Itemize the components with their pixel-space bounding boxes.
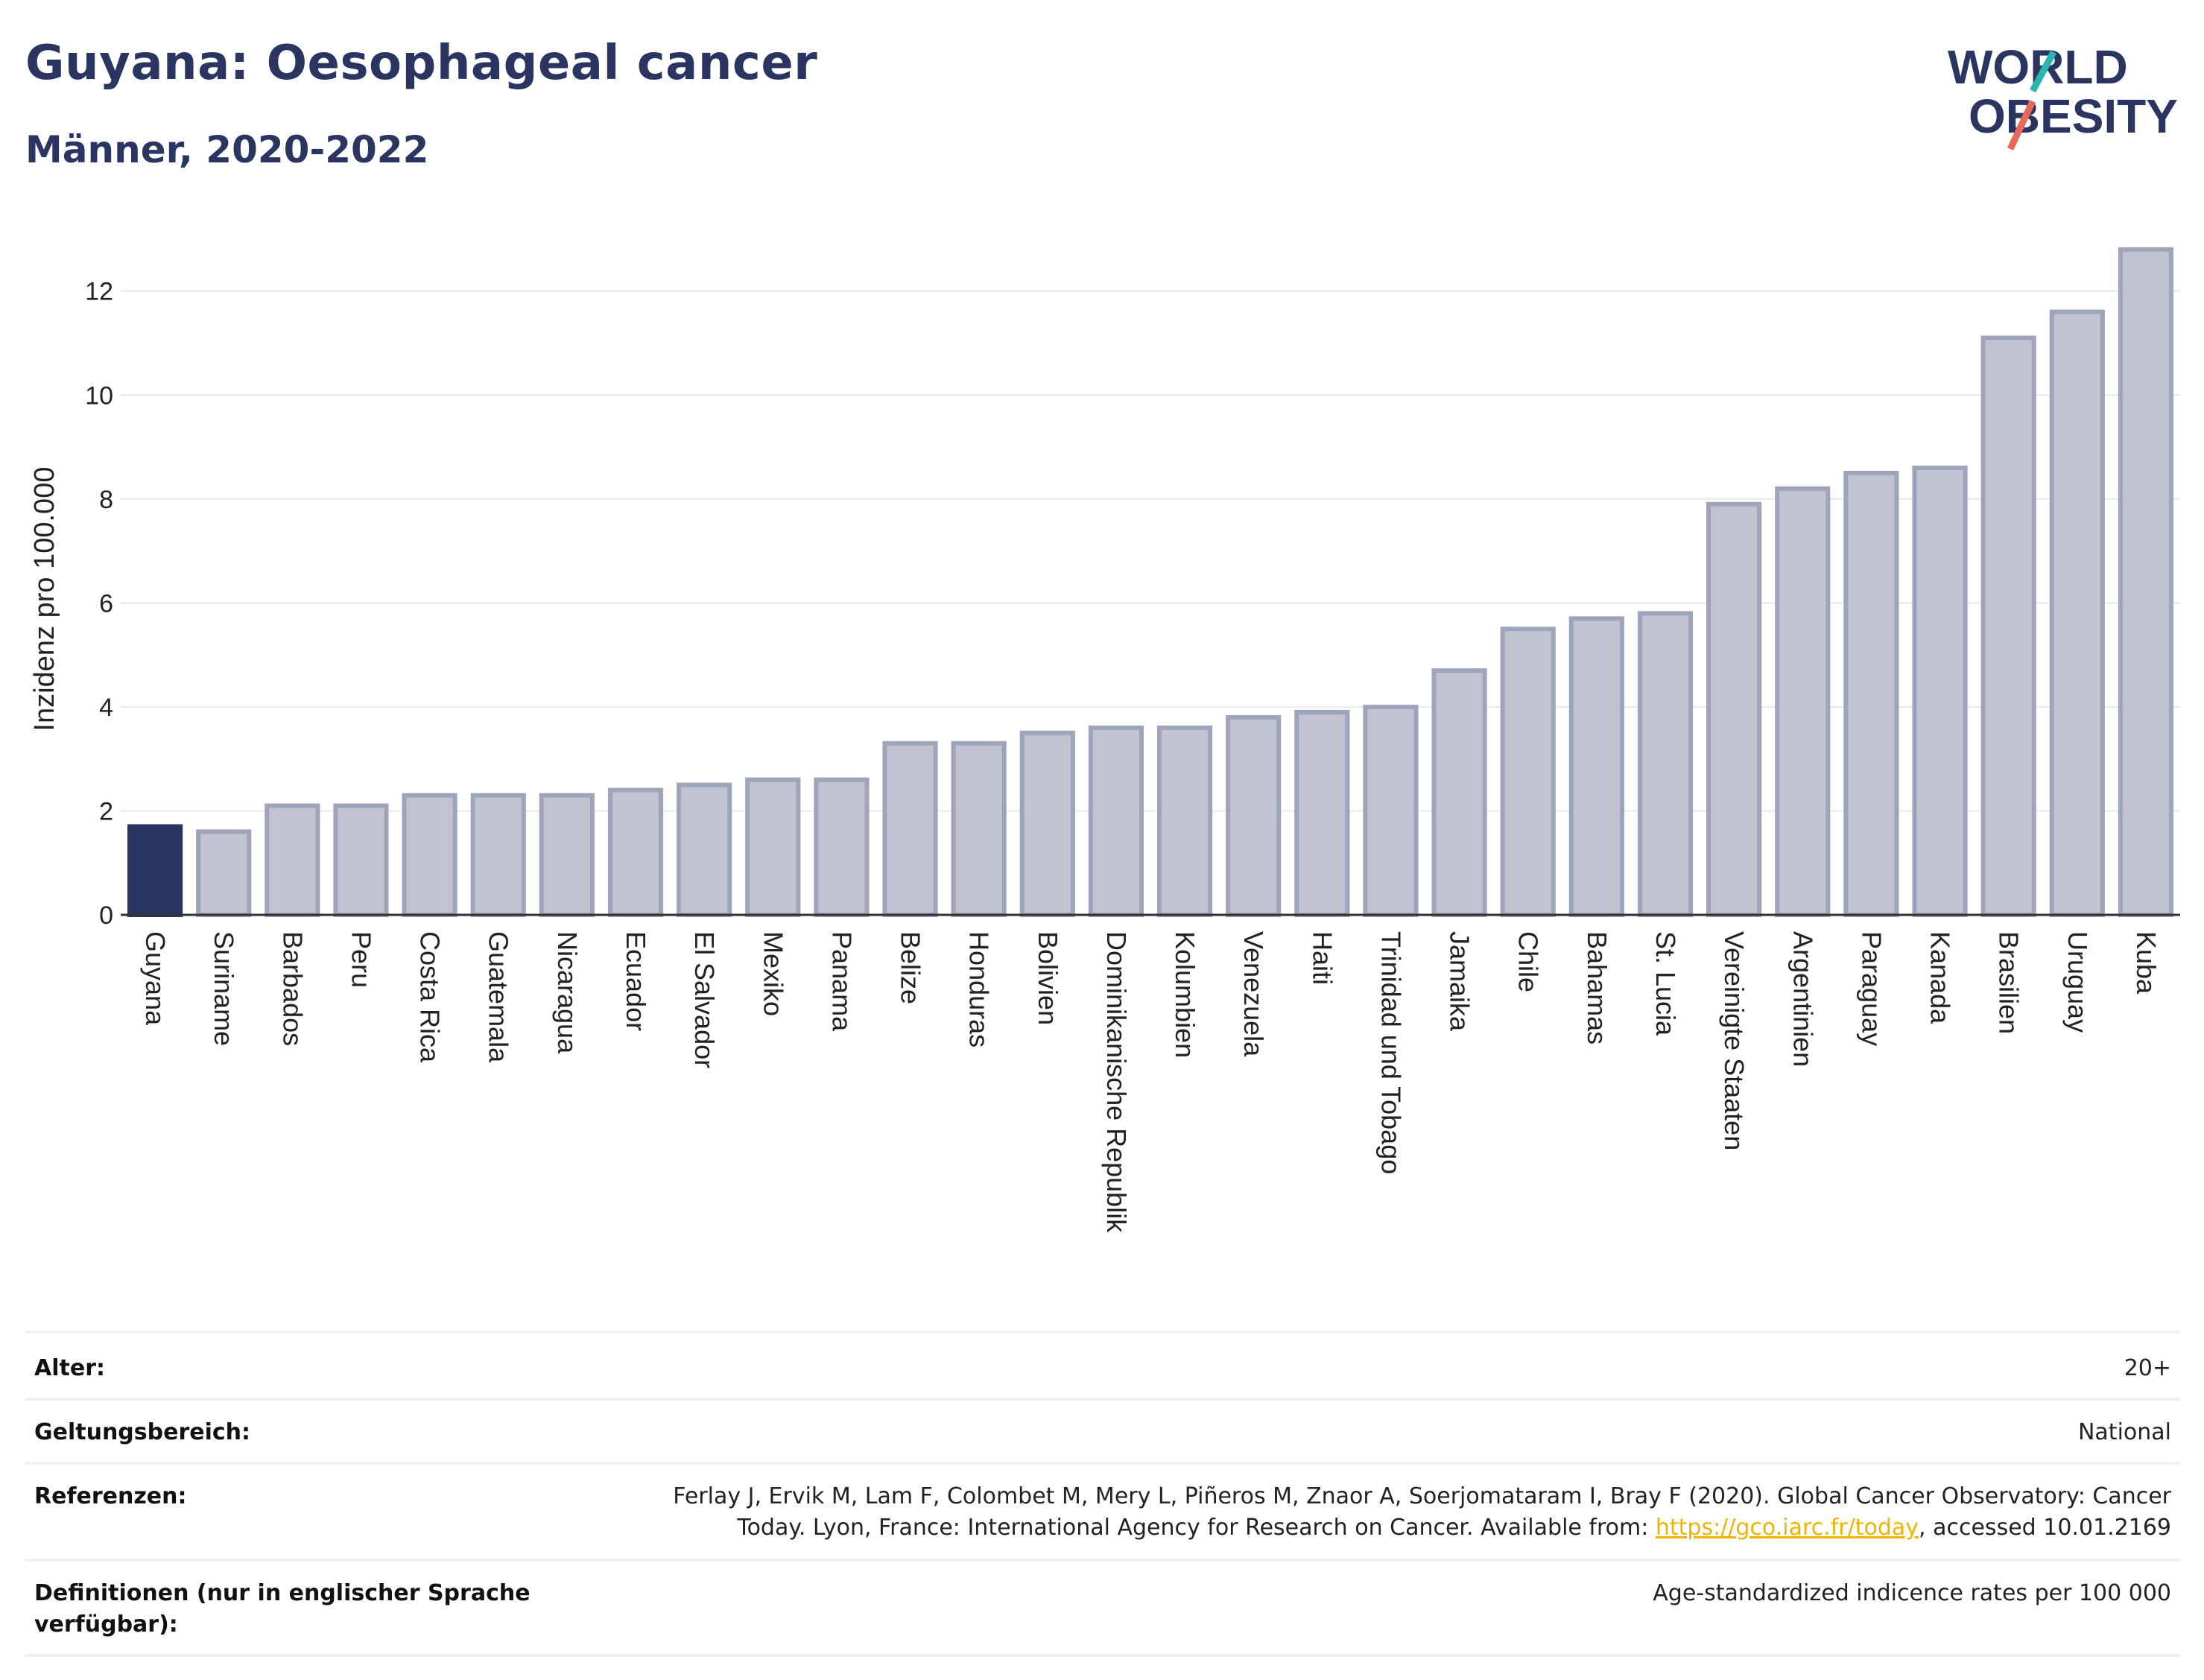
x-tick-label: Chile — [1513, 931, 1544, 992]
x-tick-label: Suriname — [209, 931, 239, 1046]
bar-el-salvador — [677, 782, 732, 918]
bar-venezuela — [1226, 714, 1282, 917]
x-tick-label: Ecuador — [621, 931, 651, 1031]
x-tick-labels: Guyana Suriname Barbados Peru Costa Rica Guat… — [140, 931, 2162, 1233]
x-tick-label: Panama — [826, 931, 857, 1032]
bar-belize — [882, 741, 938, 918]
x-tick-label: Trinidad und Tobago — [1375, 931, 1406, 1174]
x-tick-label: Barbados — [277, 931, 308, 1046]
info-row-definitions: Definitionen (nur in englischer Sprache … — [25, 1559, 2180, 1657]
bar-st-lucia — [1637, 611, 1694, 918]
y-tick-label: 10 — [85, 381, 113, 410]
bar-honduras — [951, 741, 1007, 918]
bar-jamaika — [1431, 668, 1487, 918]
bar-barbados — [265, 803, 320, 917]
reference-accessed: , accessed 10.01.2169 — [1919, 1515, 2171, 1541]
x-tick-label: Kuba — [2131, 931, 2162, 995]
x-tick-label: Guyana — [140, 931, 171, 1026]
bar-brasilien — [1980, 335, 2036, 917]
info-label-scope: Geltungsbereich: — [34, 1419, 251, 1445]
bar-dominikanische-republik — [1088, 725, 1144, 917]
bar-nicaragua — [539, 793, 595, 917]
x-tick-label: Paraguay — [1856, 931, 1887, 1046]
logo-slash-teal — [2030, 50, 2056, 93]
bar-guyana — [127, 824, 183, 917]
bar-trinidad-und-tobago — [1363, 704, 1419, 918]
bar-ecuador — [607, 787, 664, 918]
logo-slash-red — [2007, 100, 2036, 150]
bar-haiti — [1294, 709, 1350, 917]
info-row-scope: Geltungsbereich: National — [25, 1398, 2180, 1462]
bar-guatemala — [470, 793, 526, 917]
x-tick-label: Belize — [896, 931, 926, 1004]
x-tick-label: Jamaika — [1445, 931, 1475, 1032]
bars — [127, 247, 2174, 918]
bar-panama — [814, 777, 870, 917]
x-tick-label: Guatemala — [484, 931, 514, 1063]
info-label-references: Referenzen: — [34, 1483, 187, 1509]
y-tick-label: 6 — [99, 589, 113, 618]
x-tick-label: Costa Rica — [415, 931, 446, 1063]
y-tick-label: 2 — [99, 797, 113, 825]
x-tick-label: Brasilien — [1994, 931, 2024, 1034]
x-tick-label: Honduras — [964, 931, 995, 1047]
x-tick-label: El Salvador — [689, 931, 720, 1068]
x-tick-label: Vereinigte Staaten — [1719, 931, 1749, 1150]
info-label-age: Alter: — [34, 1355, 105, 1381]
bar-kuba — [2118, 247, 2174, 917]
bar-mexiko — [745, 777, 801, 917]
chart-subtitle: Männer, 2020-2022 — [25, 128, 429, 171]
reference-text: Ferlay J, Ervik M, Lam F, Colombet M, Me… — [673, 1483, 2171, 1541]
bar-chart: 0 2 4 6 8 10 12 Guyana Suriname Barbados Peru Cost… — [29, 247, 2180, 1233]
bar-argentinien — [1775, 486, 1831, 917]
chart-title: Guyana: Oesophageal cancer — [25, 36, 818, 91]
x-tick-label: Haiti — [1307, 931, 1337, 985]
info-value-scope: National — [2077, 1419, 2171, 1445]
info-table: Alter: 20+ Geltungsbereich: National Ref… — [25, 1331, 2180, 1657]
bar-kanada — [1912, 465, 1968, 917]
bar-chile — [1500, 627, 1556, 917]
y-tick-labels: 0 2 4 6 8 10 12 — [85, 278, 113, 930]
info-row-references: Referenzen: Ferlay J, Ervik M, Lam F, Co… — [25, 1462, 2180, 1559]
info-value-age: 20+ — [2124, 1355, 2171, 1381]
logo-text-obesity: OBESITY — [1969, 89, 2178, 143]
x-tick-label: Bahamas — [1582, 931, 1612, 1045]
reference-link[interactable]: https://gco.iarc.fr/today — [1655, 1515, 1919, 1541]
bar-peru — [333, 803, 389, 917]
x-tick-label: St. Lucia — [1650, 931, 1681, 1036]
x-tick-label: Kolumbien — [1170, 931, 1200, 1058]
x-tick-label: Bolivien — [1033, 931, 1063, 1025]
x-tick-label: Uruguay — [2062, 931, 2093, 1033]
y-tick-label: 8 — [99, 486, 113, 514]
x-tick-label: Venezuela — [1238, 931, 1269, 1057]
x-tick-label: Argentinien — [1787, 931, 1818, 1067]
x-tick-label: Nicaragua — [552, 931, 583, 1054]
info-value-references: Ferlay J, Ervik M, Lam F, Colombet M, Me… — [607, 1481, 2171, 1544]
x-tick-label: Kanada — [1925, 931, 1956, 1024]
bar-paraguay — [1843, 470, 1899, 917]
bar-vereinigte-staaten — [1706, 501, 1762, 917]
y-tick-label: 4 — [99, 694, 113, 722]
info-row-age: Alter: 20+ — [25, 1331, 2180, 1398]
grid-lines — [121, 290, 2180, 812]
info-value-definitions: Age-standardized indicence rates per 100… — [1653, 1580, 2171, 1606]
x-tick-label: Dominikanische Republik — [1101, 931, 1132, 1233]
y-axis-label: Inzidenz pro 100.000 — [29, 467, 60, 732]
bar-kolumbien — [1156, 725, 1213, 917]
bar-bolivien — [1019, 730, 1075, 918]
y-tick-label: 12 — [85, 278, 113, 306]
bar-costa-rica — [402, 793, 457, 917]
info-label-definitions: Definitionen (nur in englischer Sprache … — [34, 1580, 531, 1638]
x-tick-label: Peru — [346, 931, 376, 988]
bar-suriname — [196, 829, 252, 918]
world-obesity-logo: WORLD OBESITY — [1948, 40, 2178, 150]
bar-bahamas — [1568, 616, 1624, 917]
bar-uruguay — [2049, 309, 2105, 918]
y-tick-label: 0 — [99, 901, 113, 930]
x-tick-label: Mexiko — [758, 931, 788, 1016]
